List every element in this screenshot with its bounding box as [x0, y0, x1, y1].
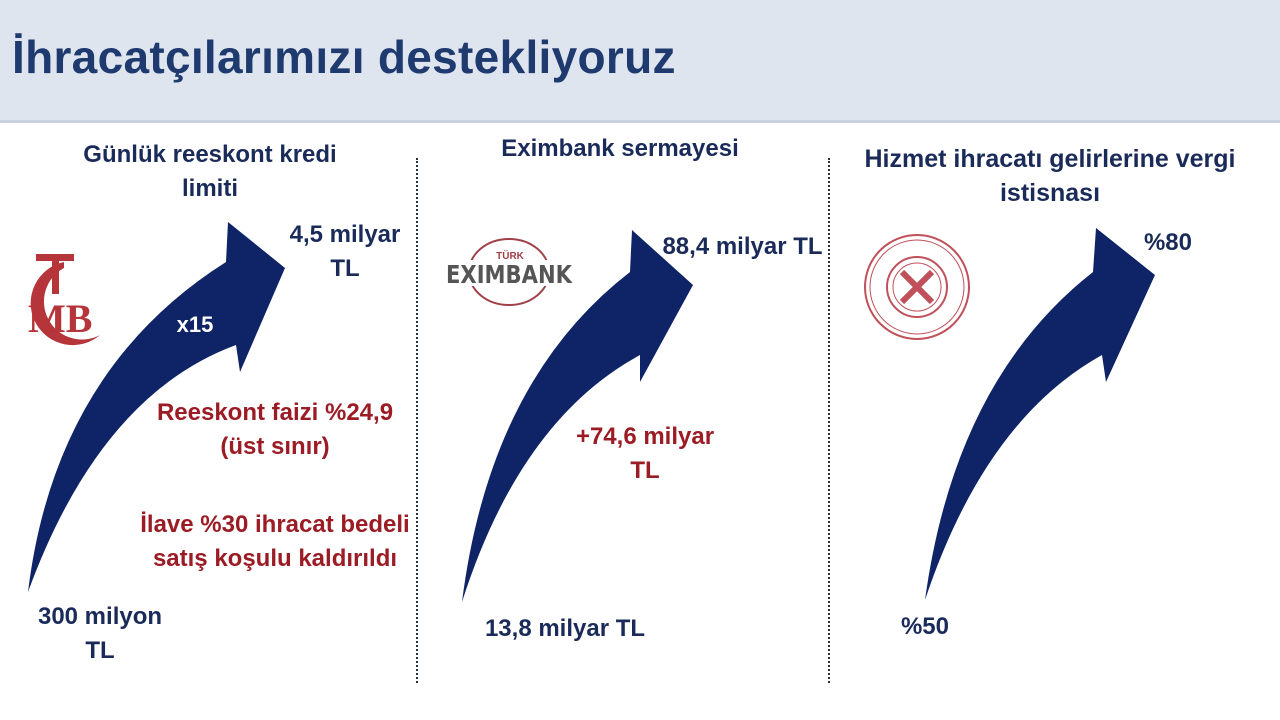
- panel-1-heading: Günlük reeskont kredi limiti: [83, 141, 337, 202]
- panel-2-note-increase: +74,6 milyar TL: [575, 423, 715, 484]
- tcmb-logo: MB: [28, 254, 100, 346]
- svg-text:TÜRK: TÜRK: [496, 249, 525, 262]
- panel-1-start-label: 300 milyon TL: [37, 603, 163, 664]
- panel-1-arrow-label: x15: [176, 312, 214, 337]
- panel-3-end-label: %80: [1143, 229, 1193, 256]
- page-title: İhracatçılarımızı destekliyoruz: [12, 31, 676, 83]
- title-bar: İhracatçılarımızı destekliyoruz: [0, 0, 1280, 123]
- growth-arrow-2: [462, 230, 693, 602]
- eximbank-logo: TÜRK EXIMBANK: [446, 238, 574, 306]
- panel-1-end-label: 4,5 milyar TL: [289, 221, 401, 282]
- divider-1: [416, 158, 418, 683]
- panel-2-heading: Eximbank sermayesi: [501, 135, 739, 162]
- svg-text:EXIMBANK: EXIMBANK: [446, 260, 573, 289]
- growth-arrow-3: [925, 228, 1155, 600]
- growth-arrow-1: [28, 222, 285, 592]
- panel-2-start-label: 13,8 milyar TL: [484, 615, 646, 642]
- panel-1-note-rate: Reeskont faizi %24,9 (üst sınır): [156, 399, 394, 460]
- panel-3-heading: Hizmet ihracatı gelirlerine vergi istisn…: [864, 145, 1236, 207]
- divider-2: [828, 158, 830, 683]
- panel-2-end-label: 88,4 milyar TL: [662, 233, 823, 260]
- svg-text:MB: MB: [28, 296, 92, 341]
- ministry-seal-logo: [864, 234, 970, 340]
- panel-3-start-label: %50: [900, 613, 950, 640]
- panel-1-note-condition: İlave %30 ihracat bedeli satış koşulu ka…: [140, 511, 410, 572]
